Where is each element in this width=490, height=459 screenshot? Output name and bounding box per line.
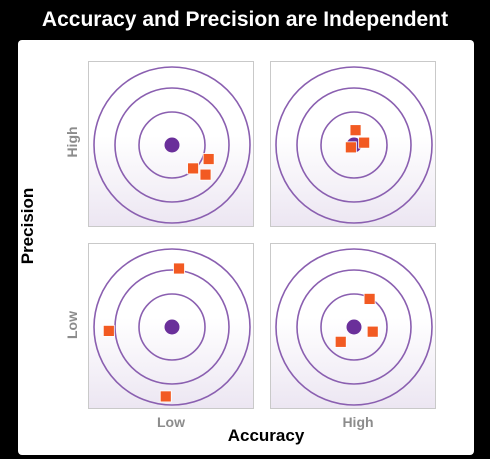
hit-marker (159, 390, 172, 403)
target-graphic (93, 248, 251, 406)
target-ring-3 (138, 293, 206, 361)
hit-marker (199, 168, 212, 181)
y-tick-low-text: Low (64, 311, 80, 339)
target-low-precision-high-accuracy (270, 243, 436, 409)
hit-marker (363, 293, 376, 305)
y-axis-label-text: Precision (18, 187, 37, 265)
hit-marker (349, 124, 362, 137)
target-ring-3 (320, 111, 388, 179)
target-low-precision-low-accuracy (88, 243, 254, 409)
bullseye (164, 319, 180, 335)
hit-marker (187, 162, 199, 175)
hit-marker (344, 141, 357, 154)
bullseye (346, 319, 362, 335)
target-ring-2 (114, 87, 230, 203)
x-axis-label: Accuracy (227, 426, 305, 445)
target-high-precision-high-accuracy (270, 61, 436, 227)
target-graphic (275, 248, 433, 406)
target-ring-1 (93, 66, 251, 224)
y-tick-high-text: High (64, 126, 80, 158)
hit-marker (102, 325, 115, 337)
target-ring-3 (138, 111, 206, 179)
x-tick-high: High (342, 414, 374, 430)
x-tick-low: Low (157, 414, 185, 430)
target-high-precision-low-accuracy (88, 61, 254, 227)
hit-marker (202, 153, 215, 165)
target-ring-1 (275, 248, 433, 406)
bullseye (164, 137, 180, 153)
hit-marker (173, 262, 185, 275)
target-graphic (93, 66, 251, 224)
target-ring-2 (114, 269, 230, 385)
target-ring-2 (296, 269, 412, 385)
hit-marker (358, 136, 371, 149)
target-ring-1 (93, 248, 251, 406)
target-ring-2 (296, 87, 412, 203)
target-ring-1 (275, 66, 433, 224)
hit-marker (366, 325, 379, 338)
hit-marker (334, 335, 347, 348)
target-ring-3 (320, 293, 388, 361)
figure-title: Accuracy and Precision are Independent (41, 8, 449, 31)
target-graphic (275, 66, 433, 224)
